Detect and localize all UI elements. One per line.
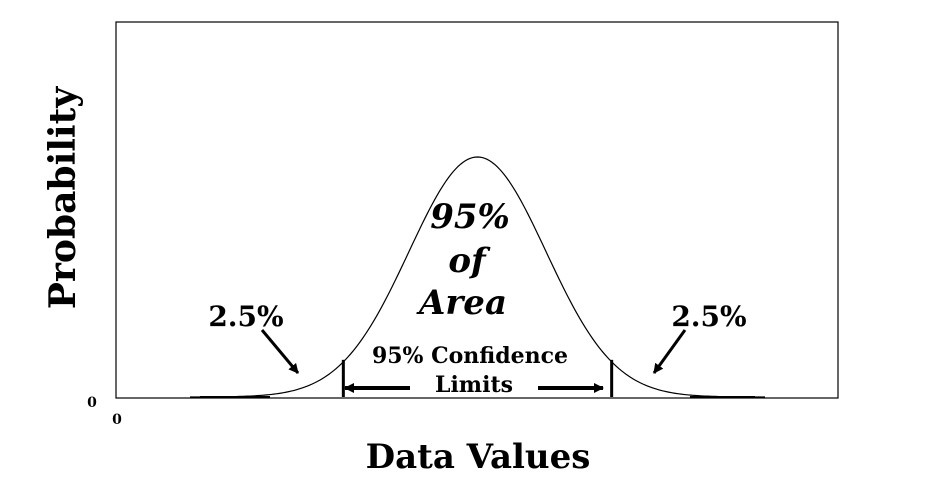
bell-curve-line	[190, 156, 765, 398]
x-origin-label: 0	[112, 412, 122, 428]
confidence-limits-label-line-1: 95% Confidence	[372, 343, 568, 369]
plot-frame	[115, 21, 839, 399]
left-tail-arrow	[260, 329, 300, 374]
confidence-limits-label-line-2: Limits	[435, 372, 513, 398]
area-label-line-2: of	[448, 241, 491, 281]
area-label-line-3: Area	[416, 283, 507, 323]
y-origin-label: 0	[87, 395, 97, 411]
y-axis-label: Probability	[42, 86, 84, 309]
left-tail-label: 2.5%	[208, 300, 283, 333]
x-axis-label: Data Values	[366, 437, 591, 477]
right-tail-label: 2.5%	[671, 300, 746, 333]
area-label-line-1: 95%	[430, 197, 510, 237]
right-tail-arrow	[652, 329, 687, 374]
